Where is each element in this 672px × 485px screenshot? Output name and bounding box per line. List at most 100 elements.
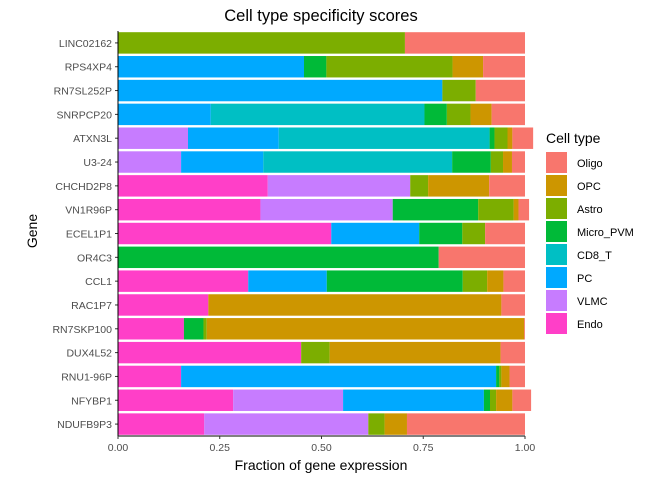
- bar-segment-cd8-t: [263, 151, 453, 173]
- legend-swatch-pc: [546, 267, 567, 288]
- bar-segment-vlmc: [233, 389, 344, 411]
- legend: Cell type Oligo OPC Astro Micro_PVM CD8_T PC V…: [546, 130, 634, 334]
- x-axis-label: Fraction of gene expression: [235, 457, 408, 473]
- y-tick-label: DUX4L52: [66, 348, 112, 360]
- legend-label: PC: [577, 273, 592, 285]
- y-tick-label: CHCHD2P8: [55, 181, 112, 193]
- bar-segment-endo: [118, 198, 261, 221]
- bar-segment-oligo: [485, 222, 525, 245]
- bar-segment-astro: [446, 103, 471, 126]
- bars-layer: [118, 32, 534, 435]
- bar-segment-opc: [501, 365, 510, 388]
- x-tick-label: 0.00: [108, 442, 129, 454]
- bar-segment-endo: [118, 341, 302, 364]
- bar-segment-vlmc: [260, 198, 393, 221]
- legend-label: VLMC: [577, 296, 608, 308]
- bar-segment-oligo: [524, 318, 525, 340]
- bar-segment-astro: [410, 175, 429, 197]
- bar-segment-pc: [118, 56, 304, 78]
- bar-segment-micro-pvm: [452, 151, 491, 173]
- bar-segment-pc: [118, 79, 443, 102]
- bar-segment-micro-pvm: [489, 127, 495, 149]
- bar-segment-endo: [118, 175, 268, 197]
- bar-segment-cd8-t: [210, 103, 425, 126]
- bar-segment-micro-pvm: [118, 246, 439, 269]
- bar-segment-micro-pvm: [304, 56, 327, 78]
- y-tick-label: OR4C3: [77, 252, 112, 264]
- bar-segment-astro: [499, 365, 502, 388]
- bar-segment-opc: [507, 127, 513, 149]
- x-axis: 0.00 0.25 0.50 0.75 1.00: [108, 435, 536, 454]
- bar-segment-endo: [118, 365, 182, 388]
- legend-title: Cell type: [546, 130, 601, 146]
- legend-swatch-cd8-t: [546, 244, 567, 265]
- bar-segment-micro-pvm: [419, 222, 463, 245]
- bar-segment-endo: [118, 318, 184, 340]
- bar-segment-opc: [496, 389, 513, 411]
- bar-segment-astro: [462, 222, 486, 245]
- bar-segment-opc: [206, 318, 525, 340]
- bar-segment-pc: [188, 127, 279, 149]
- bar-segment-oligo: [491, 103, 525, 126]
- legend-label: Astro: [577, 204, 603, 216]
- y-tick-label: ECEL1P1: [66, 229, 112, 241]
- bar-segment-opc: [513, 198, 519, 221]
- x-tick-label: 0.75: [413, 442, 434, 454]
- bar-segment-oligo: [512, 389, 532, 411]
- bar-segment-endo: [118, 389, 234, 411]
- bar-segment-micro-pvm: [496, 365, 500, 388]
- bar-segment-oligo: [509, 365, 525, 388]
- bar-segment-endo: [118, 294, 209, 316]
- y-tick-label: CCL1: [85, 276, 112, 288]
- bar-segment-pc: [118, 103, 211, 126]
- bar-segment-astro: [326, 56, 453, 78]
- bar-segment-oligo: [511, 151, 525, 173]
- bar-segment-oligo: [518, 198, 530, 221]
- y-tick-label: RAC1P7: [71, 300, 112, 312]
- y-tick-label: RN7SKP100: [52, 324, 112, 336]
- bar-segment-opc: [487, 270, 504, 292]
- x-tick-label: 0.25: [210, 442, 231, 454]
- bar-segment-oligo: [438, 246, 525, 269]
- bar-segment-astro: [203, 318, 207, 340]
- bar-segment-astro: [442, 79, 476, 102]
- bar-segment-pc: [343, 389, 484, 411]
- bar-segment-oligo: [489, 175, 525, 197]
- bar-segment-opc: [329, 341, 501, 364]
- y-tick-label: NFYBP1: [71, 395, 112, 407]
- x-tick-label: 1.00: [515, 442, 536, 454]
- chart-title: Cell type specificity scores: [224, 7, 417, 25]
- bar-segment-opc: [428, 175, 490, 197]
- bar-segment-vlmc: [204, 413, 369, 435]
- bar-segment-astro: [301, 341, 330, 364]
- y-tick-label: SNRPCP20: [57, 109, 113, 121]
- bar-segment-oligo: [512, 127, 534, 149]
- y-axis-label: Gene: [24, 214, 40, 248]
- bar-segment-astro: [462, 270, 488, 292]
- y-tick-label: U3-24: [83, 157, 112, 169]
- bar-segment-oligo: [500, 341, 525, 364]
- bar-segment-opc: [470, 103, 492, 126]
- bar-segment-vlmc: [118, 127, 188, 149]
- bar-segment-oligo: [406, 413, 525, 435]
- legend-swatch-oligo: [546, 152, 567, 173]
- bar-segment-cd8-t: [278, 127, 490, 149]
- bar-segment-astro: [478, 198, 514, 221]
- bar-segment-oligo: [501, 294, 525, 316]
- bar-segment-oligo: [404, 32, 525, 54]
- y-tick-label: RNU1-96P: [61, 371, 112, 383]
- bar-segment-micro-pvm: [183, 318, 204, 340]
- legend-label: Endo: [577, 319, 603, 331]
- legend-label: Micro_PVM: [577, 227, 634, 239]
- bar-segment-endo: [118, 270, 249, 292]
- bar-segment-opc: [208, 294, 502, 316]
- legend-label: Oligo: [577, 158, 603, 170]
- bar-segment-pc: [248, 270, 327, 292]
- bar-segment-astro: [494, 127, 508, 149]
- bar-segment-astro: [368, 413, 385, 435]
- bar-segment-vlmc: [267, 175, 411, 197]
- bar-segment-oligo: [475, 79, 525, 102]
- bar-segment-vlmc: [118, 151, 182, 173]
- legend-swatch-opc: [546, 175, 567, 196]
